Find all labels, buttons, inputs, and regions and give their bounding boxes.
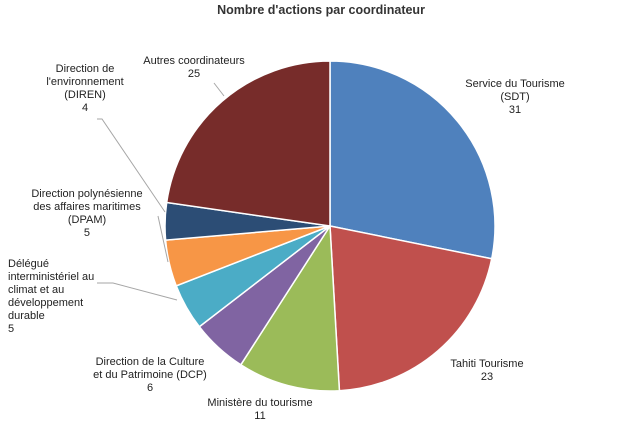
slice-label-6: Direction de l'environnement (DIREN) 4 [46, 63, 123, 115]
leader-line-6 [97, 118, 166, 213]
pie-slice-0 [329, 60, 496, 260]
slice-name-line: et du Patrimoine (DCP) [93, 369, 207, 381]
slice-value: 11 [254, 410, 266, 422]
slice-name-line: Délégué [8, 258, 49, 270]
slice-label-0: Service du Tourisme (SDT) 31 [465, 78, 564, 117]
slice-name-line: (DIREN) [64, 89, 106, 101]
slice-name-line: interministériel au [8, 271, 95, 283]
slice-label-4: Délégué interministériel au climat et au dé… [8, 258, 94, 336]
slice-name-line: climat et au [8, 284, 65, 296]
slice-label-2: Ministère du tourisme 11 [207, 397, 312, 423]
slice-value: 25 [187, 68, 201, 80]
slice-name-line: l'environnement [46, 76, 124, 88]
leader-line-7 [213, 82, 225, 97]
slice-name-line: Tahiti Tourisme [450, 358, 524, 370]
slice-label-1: Tahiti Tourisme 23 [450, 358, 523, 384]
pie-slice-7 [165, 60, 331, 227]
slice-value: 5 [83, 227, 91, 239]
slice-name-line: des affaires maritimes [33, 201, 141, 213]
slice-name-line: développement [8, 297, 84, 309]
slice-label-5: Direction polynésienne des affaires marit… [31, 188, 142, 240]
slice-value: 31 [508, 104, 522, 116]
slice-name-line: Autres coordinateurs [143, 55, 245, 67]
pie-slice-1 [329, 225, 493, 392]
slice-name-line: Service du Tourisme [465, 78, 565, 90]
slice-name-line: Ministère du tourisme [207, 397, 313, 409]
slice-value: 23 [480, 371, 494, 383]
slice-name-line: durable [8, 310, 45, 322]
leader-line-5 [157, 215, 169, 263]
pie-slice-2 [239, 223, 341, 392]
slice-name-line: Direction polynésienne [31, 188, 143, 200]
slice-label-7: Autres coordinateurs 25 [143, 55, 245, 81]
slice-name-line: Direction de la Culture [95, 356, 205, 368]
chart-title: Nombre d'actions par coordinateur [217, 3, 425, 17]
slice-name-line: (SDT) [500, 91, 530, 103]
slice-value: 4 [81, 102, 89, 114]
slice-value: 6 [146, 382, 154, 394]
slice-name-line: (DPAM) [67, 214, 107, 226]
slice-name-line: Direction de [55, 63, 115, 75]
slice-label-3: Direction de la Culture et du Patrimoine … [93, 356, 207, 395]
leader-line-4 [97, 282, 178, 301]
slice-value: 5 [8, 323, 15, 335]
